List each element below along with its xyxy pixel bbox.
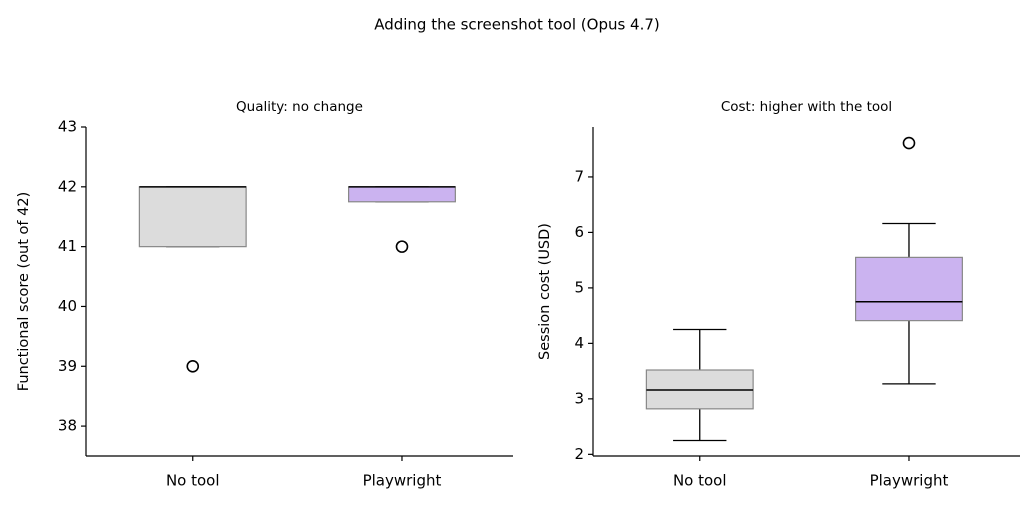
y-tick-label: 42 (58, 177, 77, 195)
y-tick-label: 43 (58, 118, 77, 136)
box (855, 256, 963, 322)
y-tick-label: 4 (574, 334, 584, 352)
figure-title: Adding the screenshot tool (Opus 4.7) (374, 16, 660, 34)
axes-title: Cost: higher with the tool (721, 99, 892, 115)
y-axis-label: Session cost (USD) (537, 223, 553, 360)
x-tick-label: Playwright (363, 472, 442, 490)
outlier (395, 240, 409, 253)
y-tick-label: 39 (58, 357, 77, 375)
x-tick-label: No tool (166, 472, 220, 490)
y-axis-label: Functional score (out of 42) (16, 192, 32, 391)
outlier (186, 359, 200, 373)
y-tick-label: 41 (58, 237, 77, 255)
x-tick-label: Playwright (870, 472, 949, 490)
box (348, 186, 456, 203)
y-tick-label: 7 (574, 167, 584, 185)
y-tick-label: 38 (58, 417, 77, 435)
outlier (902, 136, 916, 150)
axes-title: Quality: no change (236, 99, 363, 115)
y-tick-label: 5 (574, 278, 584, 296)
y-tick-label: 6 (574, 223, 584, 241)
y-tick-label: 40 (58, 297, 77, 315)
x-tick-label: No tool (673, 472, 727, 490)
box (138, 186, 247, 248)
y-tick-label: 3 (574, 389, 584, 407)
y-tick-label: 2 (574, 445, 584, 463)
